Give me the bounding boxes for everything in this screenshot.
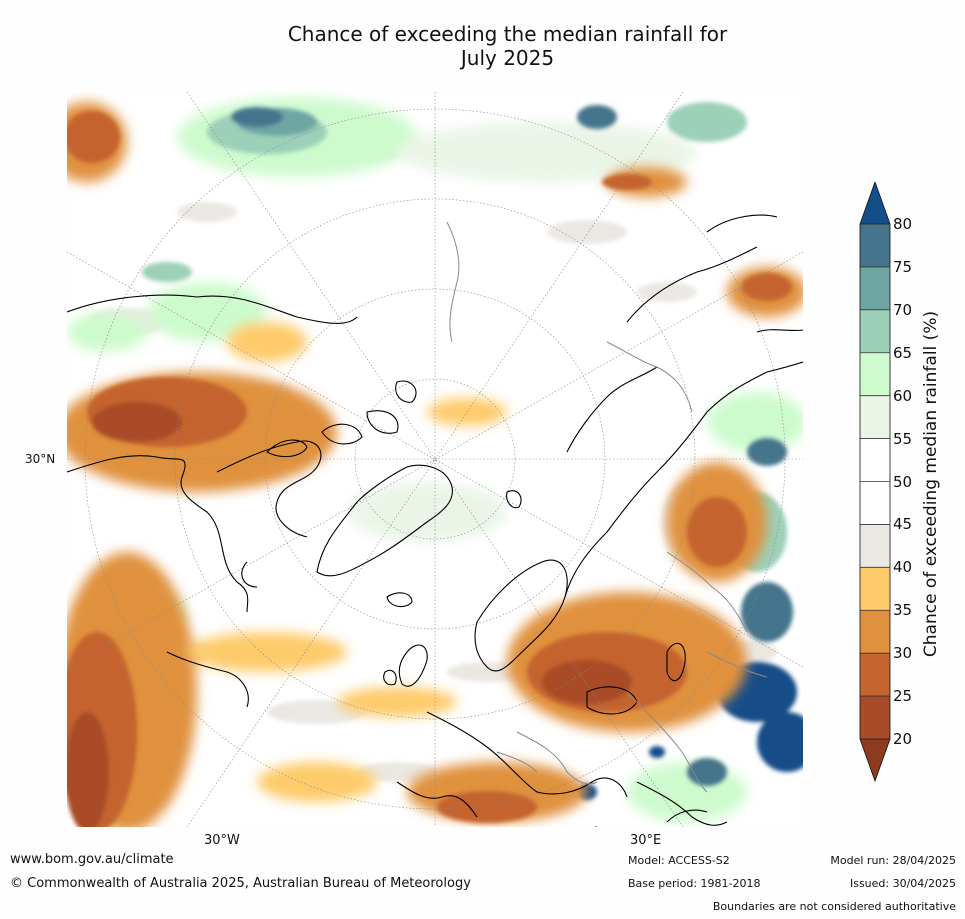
colorbar-bin-55-60: [860, 395, 890, 439]
colorbar-over-arrow: [859, 182, 891, 225]
map-panel: [67, 92, 803, 827]
colorbar-bin-25-30: [860, 653, 890, 697]
colorbar-tick-label: 60: [893, 386, 913, 405]
colorbar-tick-label: 30: [893, 644, 913, 663]
issued-text: Issued: 30/04/2025: [849, 877, 956, 890]
colorbar-tick-label: 20: [893, 730, 913, 748]
longitude-label-30e: 30°E: [630, 833, 662, 848]
rainfall-map: [67, 92, 803, 827]
colorbar-tick-label: 75: [893, 257, 913, 276]
colorbar-tick-label: 70: [893, 300, 913, 319]
longitude-label-30w: 30°W: [204, 833, 240, 848]
colorbar-tick-label: 50: [893, 472, 913, 491]
colorbar-tick-label: 80: [893, 215, 913, 233]
colorbar-bin-30-35: [860, 610, 890, 654]
title-line-1: Chance of exceeding the median rainfall …: [287, 22, 728, 46]
colorbar-bin-65-70: [860, 309, 890, 353]
colorbar-bin-60-65: [860, 352, 890, 396]
colorbar-bin-75-80: [860, 224, 890, 267]
colorbar-bin-50-55: [860, 438, 890, 482]
wet-anomaly-areas: [67, 97, 803, 822]
base-period-text: Base period: 1981-2018: [628, 877, 761, 890]
country-borders: [446, 221, 768, 793]
copyright-text: © Commonwealth of Australia 2025, Austra…: [10, 876, 471, 891]
colorbar-bin-40-45: [860, 524, 890, 568]
colorbar: [859, 182, 891, 783]
model-run-text: Model run: 28/04/2025: [830, 854, 956, 867]
map-title: Chance of exceeding the median rainfall …: [0, 22, 965, 70]
latitude-label-30n: 30°N: [25, 452, 56, 466]
website-text: www.bom.gov.au/climate: [10, 852, 174, 867]
colorbar-bin-20-25: [860, 696, 890, 739]
coastlines: [67, 214, 803, 827]
colorbar-under-arrow: [859, 738, 891, 783]
model-text: Model: ACCESS-S2: [628, 854, 730, 867]
colorbar-bin-45-50: [860, 481, 890, 525]
colorbar-title-text: Chance of exceeding median rainfall (%): [921, 310, 941, 658]
colorbar-bin-35-40: [860, 567, 890, 611]
title-line-2: July 2025: [460, 46, 555, 70]
dry-anomaly-areas: [67, 102, 803, 827]
colorbar-tick-label: 25: [893, 687, 913, 706]
colorbar-tick-label: 45: [893, 515, 913, 534]
colorbar-tick-label: 40: [893, 558, 913, 577]
colorbar-tick-label: 55: [893, 429, 913, 448]
colorbar-tick-label: 35: [893, 601, 913, 620]
disclaimer-text: Boundaries are not considered authoritat…: [712, 900, 956, 913]
colorbar-bin-70-75: [860, 266, 890, 310]
colorbar-tick-label: 65: [893, 343, 913, 362]
